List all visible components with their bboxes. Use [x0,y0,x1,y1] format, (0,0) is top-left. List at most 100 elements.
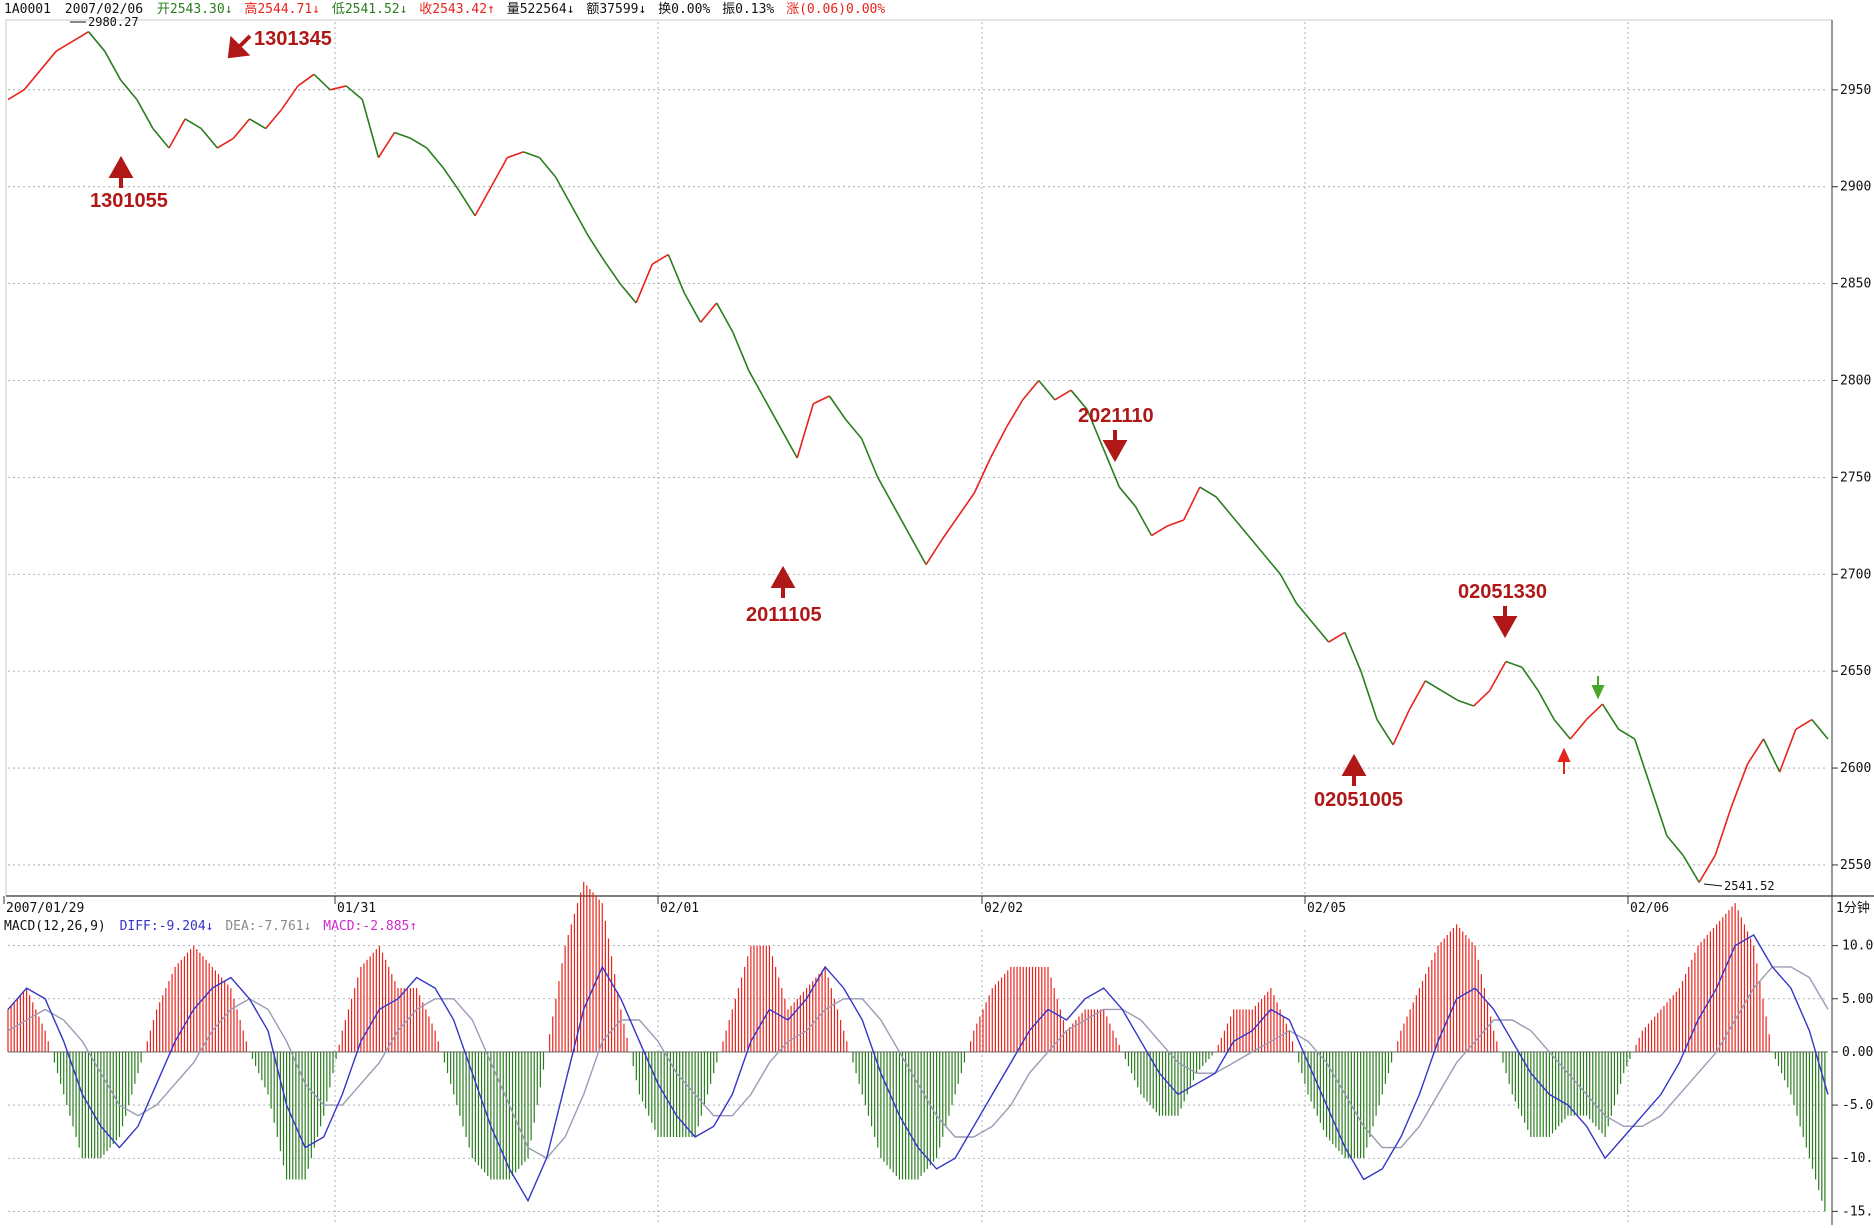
price-segment [1118,486,1137,507]
macd-tick-label: 0.00 [1842,1045,1873,1060]
annotation-label: 1301055 [90,190,168,212]
price-segment [1054,389,1072,401]
price-segment [893,506,911,536]
price-tick-label: 2800.0 [1840,373,1874,388]
price-grid [8,22,1828,1225]
price-segment [1102,448,1121,488]
price-panel-frame [5,19,1833,897]
price-segment [732,331,750,372]
price-segment [1408,680,1427,711]
price-tick-label: 2650.0 [1840,664,1874,679]
price-segment [1038,379,1056,401]
price-segment [1215,496,1233,517]
price-segment [1553,719,1571,740]
down-left-arrow-icon [227,34,252,59]
price-segment [313,73,331,91]
price-segment [1070,389,1088,411]
price-segment [683,292,702,323]
macd-histogram [7,881,1828,1212]
macd-tick-label: -5.00 [1842,1098,1874,1113]
price-segment [361,99,380,158]
turnover-value: 换0.00% [658,2,710,17]
price-segment [1231,515,1249,537]
price-tick-label: 2850.0 [1840,277,1874,292]
up-arrow-icon [108,155,134,188]
price-segment [1295,602,1314,624]
price-segment [394,131,411,140]
price-segment [1666,835,1684,856]
amplitude-value: 振0.13% [722,2,774,17]
close-value: 收2543.42↑ [419,2,495,17]
macd-dea-value: DEA:-7.761↓ [225,919,311,934]
down-arrow-icon [1102,430,1128,463]
price-segment [764,399,782,430]
price-segment [1134,506,1153,536]
up-arrow-icon [1341,753,1367,786]
price-segment [780,428,798,459]
price-tick-label: 2600.0 [1840,761,1874,776]
price-segment [426,147,444,168]
price-segment [329,85,347,91]
price-segment [715,302,734,333]
open-value: 开2543.30↓ [157,2,233,17]
price-segment [1279,573,1298,604]
price-segment [1714,806,1733,856]
price-segment [571,205,589,236]
max-price-label: 2980.27 [88,15,139,29]
price-segment [87,31,106,52]
price-segment [168,118,186,149]
price-segment [1505,660,1523,669]
price-segment [523,151,540,159]
price-segment [1183,486,1201,521]
price-segment [1311,622,1330,643]
price-tick-label: 2900.0 [1840,180,1874,195]
annotation-1301055: 1301055 [90,155,168,212]
price-segment [925,538,943,566]
macd-lines [7,934,1829,1203]
price-segment [1811,719,1829,740]
price-segment [1473,689,1491,707]
price-segment [1618,728,1636,740]
price-segment [7,89,25,101]
price-segment [265,108,283,130]
price-segment [1005,399,1024,428]
price-segment [587,234,605,261]
price-segment [442,166,460,192]
low-value: 低2541.52↓ [332,2,408,17]
date-tick-label: 01/31 [337,901,376,916]
price-segment [1392,709,1410,746]
price-segment [232,118,251,139]
price-tick-label: 2700.0 [1840,567,1874,582]
price-segment [200,128,218,149]
price-segment [345,85,363,101]
date-tick-label: 2007/01/29 [6,901,84,916]
price-segment [55,40,73,52]
price-segment [828,395,847,420]
annotations: 1301055 1301345 2011105 2021110 02051005… [90,28,1605,811]
price-segment [1762,738,1781,773]
macd-title: MACD(12,26,9) [4,919,106,934]
price-segment [1441,689,1458,701]
price-segment [860,438,879,478]
price-segment [1247,534,1265,556]
annotation-label: 02051330 [1458,581,1547,603]
period-label: 1分钟 [1836,900,1870,916]
down-arrow-icon [1492,606,1518,639]
annotation-label: 02051005 [1314,789,1403,811]
price-segment [507,151,524,159]
annotation-2011105: 2011105 [746,565,822,626]
price-segment [281,85,299,110]
price-segment [909,535,927,565]
price-segment [1537,690,1555,720]
price-segment [474,186,492,217]
price-tick-label: 2550.0 [1840,858,1874,873]
price-segment [1328,631,1346,643]
price-y-ticks: 2950.0 2900.0 2850.0 2800.0 2750.0 2700.0 2650… [1832,83,1874,873]
up-arrow-icon [770,565,796,598]
annotation-02051005: 02051005 [1314,753,1403,811]
price-panel: 2950.0 2900.0 2850.0 2800.0 2750.0 2700.0 2650… [3,15,1874,1225]
price-segment [216,137,234,149]
price-segment [1376,719,1394,746]
price-segment [377,132,396,159]
